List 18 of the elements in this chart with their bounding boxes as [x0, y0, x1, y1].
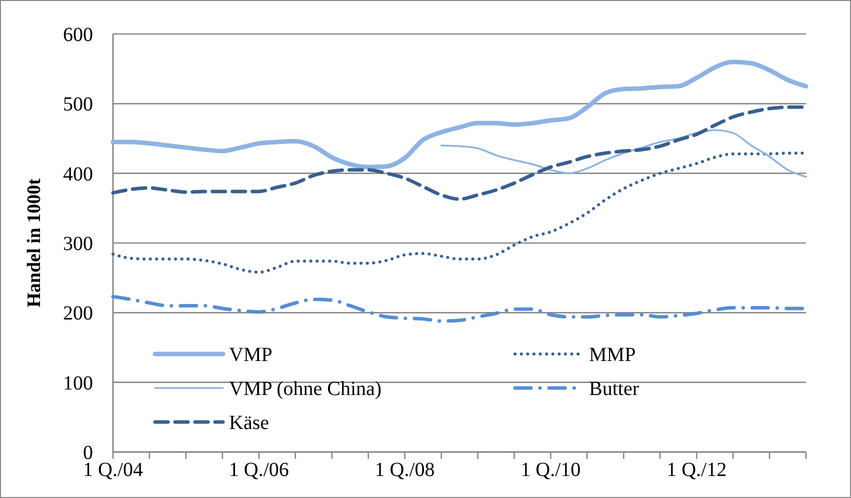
legend-label: Käse [229, 412, 270, 434]
y-tick-label: 600 [63, 24, 93, 46]
y-tick-label: 500 [63, 94, 93, 116]
y-tick-label: 300 [63, 233, 93, 255]
y-tick-label: 200 [63, 302, 93, 325]
x-tick-label: 1 Q./06 [228, 459, 289, 481]
legend-label: Butter [589, 378, 640, 400]
legend-label: MMP [589, 344, 636, 366]
legend-label: VMP [229, 344, 272, 366]
y-axis-title: Handel in 1000t [24, 178, 45, 308]
y-tick-label: 400 [63, 163, 93, 186]
x-tick-label: 1 Q./10 [520, 459, 581, 481]
x-tick-label: 1 Q./08 [374, 459, 435, 481]
line-series [110, 60, 808, 170]
x-tick-label: 1 Q./12 [666, 459, 727, 481]
legend-label: VMP (ohne China) [229, 378, 382, 400]
y-tick-label: 100 [63, 372, 93, 394]
line-series [440, 129, 807, 178]
